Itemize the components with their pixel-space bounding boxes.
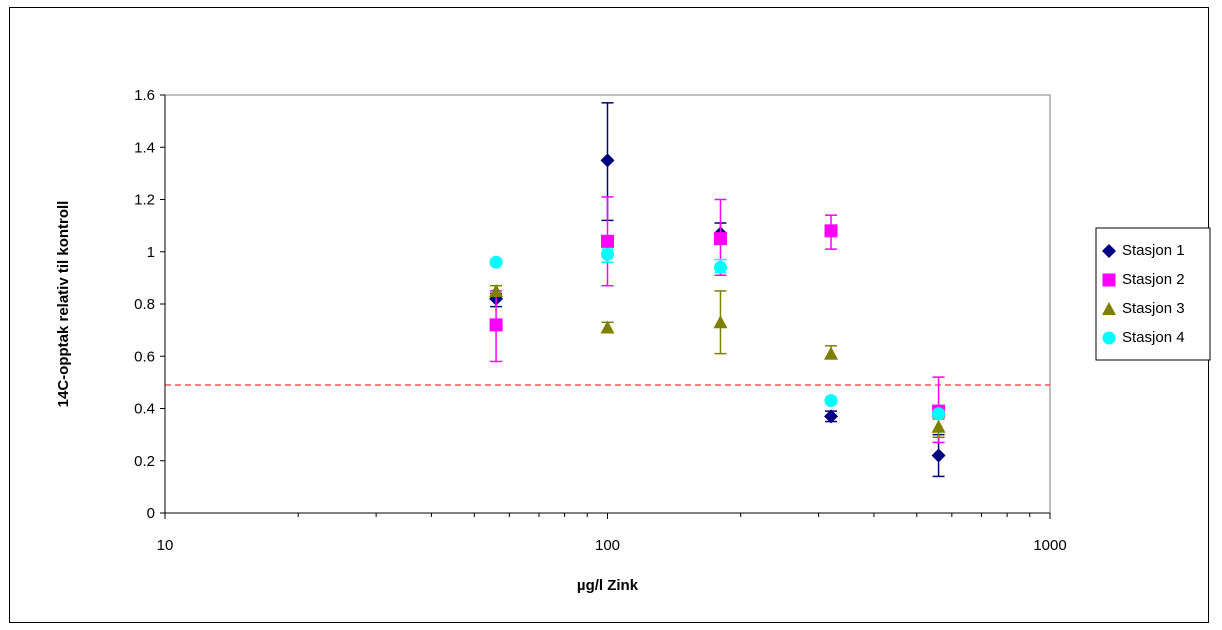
data-point <box>714 232 727 245</box>
y-tick-label: 0.8 <box>134 296 155 313</box>
data-point <box>714 261 727 274</box>
y-tick-label: 1.6 <box>134 87 155 104</box>
data-point <box>825 394 838 407</box>
legend-label: Stasjon 1 <box>1122 242 1185 259</box>
y-tick-label: 0.6 <box>134 348 155 365</box>
x-tick-label: 10 <box>157 537 174 554</box>
y-tick-label: 1 <box>147 244 155 261</box>
y-tick-label: 1.4 <box>134 139 155 156</box>
data-point <box>932 407 945 420</box>
y-tick-label: 0 <box>147 505 155 522</box>
data-point <box>825 224 838 237</box>
legend-marker <box>1103 332 1116 345</box>
data-point <box>601 248 614 261</box>
data-point <box>601 235 614 248</box>
y-tick-label: 1.2 <box>134 192 155 209</box>
legend-marker <box>1103 274 1116 287</box>
y-tick-label: 0.4 <box>134 401 155 418</box>
legend-label: Stasjon 4 <box>1122 329 1185 346</box>
data-point <box>490 318 503 331</box>
y-axis-title: 14C-opptak relativ til kontroll <box>55 201 72 408</box>
x-tick-label: 1000 <box>1033 537 1066 554</box>
y-tick-label: 0.2 <box>134 453 155 470</box>
data-point <box>490 256 503 269</box>
legend: Stasjon 1 Stasjon 2 Stasjon 3 Stasjon 4 <box>1096 228 1210 360</box>
x-axis-title: µg/l Zink <box>577 577 639 594</box>
legend-label: Stasjon 3 <box>1122 300 1185 317</box>
x-tick-label: 100 <box>595 537 620 554</box>
legend-label: Stasjon 2 <box>1122 271 1185 288</box>
